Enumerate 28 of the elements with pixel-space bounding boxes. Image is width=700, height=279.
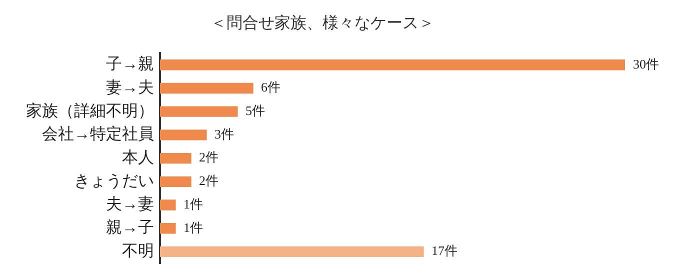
bar — [160, 152, 192, 164]
data-label: 2件 — [199, 173, 218, 188]
y-tick-label: きょうだい — [74, 172, 154, 190]
bar — [160, 176, 192, 187]
data-label: 3件 — [214, 126, 234, 142]
data-label: 1件 — [184, 196, 203, 212]
y-tick-label: 会社→特定社員 — [42, 125, 154, 144]
y-tick-label: 子→親 — [106, 55, 154, 74]
data-label: 2件 — [199, 150, 218, 165]
chart-title: ＜問合せ家族、様々なケース＞ — [210, 14, 434, 32]
bar — [160, 106, 238, 117]
y-tick-label: 親→子 — [106, 218, 154, 237]
bar — [160, 60, 625, 70]
y-tick-label: 本人 — [122, 148, 154, 167]
bar — [160, 82, 254, 94]
data-label: 5件 — [246, 103, 265, 118]
bar — [160, 223, 176, 234]
bar — [160, 130, 207, 140]
data-label: 17件 — [432, 243, 458, 258]
y-tick-label: 不明 — [122, 242, 154, 260]
y-tick-label: 家族（詳細不明） — [26, 102, 154, 120]
data-label: 30件 — [633, 56, 659, 72]
data-label: 1件 — [184, 220, 203, 235]
bar — [160, 246, 424, 258]
y-tick-label: 夫→妻 — [106, 195, 154, 214]
data-label: 6件 — [261, 80, 280, 95]
bar — [160, 200, 176, 210]
y-tick-label: 妻→夫 — [106, 78, 154, 96]
